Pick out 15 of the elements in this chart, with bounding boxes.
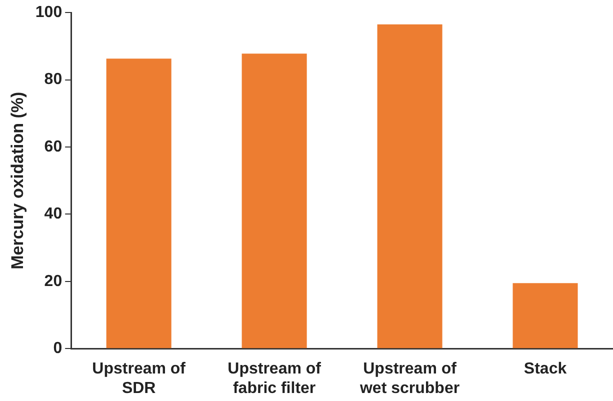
bar — [377, 24, 442, 348]
y-tick-label: 100 — [35, 4, 62, 22]
x-tick-label: Upstream of fabric filter — [228, 360, 322, 397]
y-tick-label: 20 — [44, 272, 62, 290]
x-tick-label: Stack — [524, 360, 567, 378]
bar — [242, 54, 307, 348]
bar — [512, 283, 578, 348]
x-tick-label: Upstream of wet scrubber — [358, 360, 460, 397]
y-tick-label: 80 — [44, 71, 62, 88]
bar — [106, 58, 172, 348]
y-tick-label: 60 — [44, 138, 62, 156]
y-tick-label: 0 — [53, 340, 62, 358]
x-tick-label: Upstream of SDR — [92, 360, 186, 397]
y-axis-title: Mercury oxidation (%) — [8, 92, 27, 270]
y-tick-label: 40 — [44, 206, 62, 223]
